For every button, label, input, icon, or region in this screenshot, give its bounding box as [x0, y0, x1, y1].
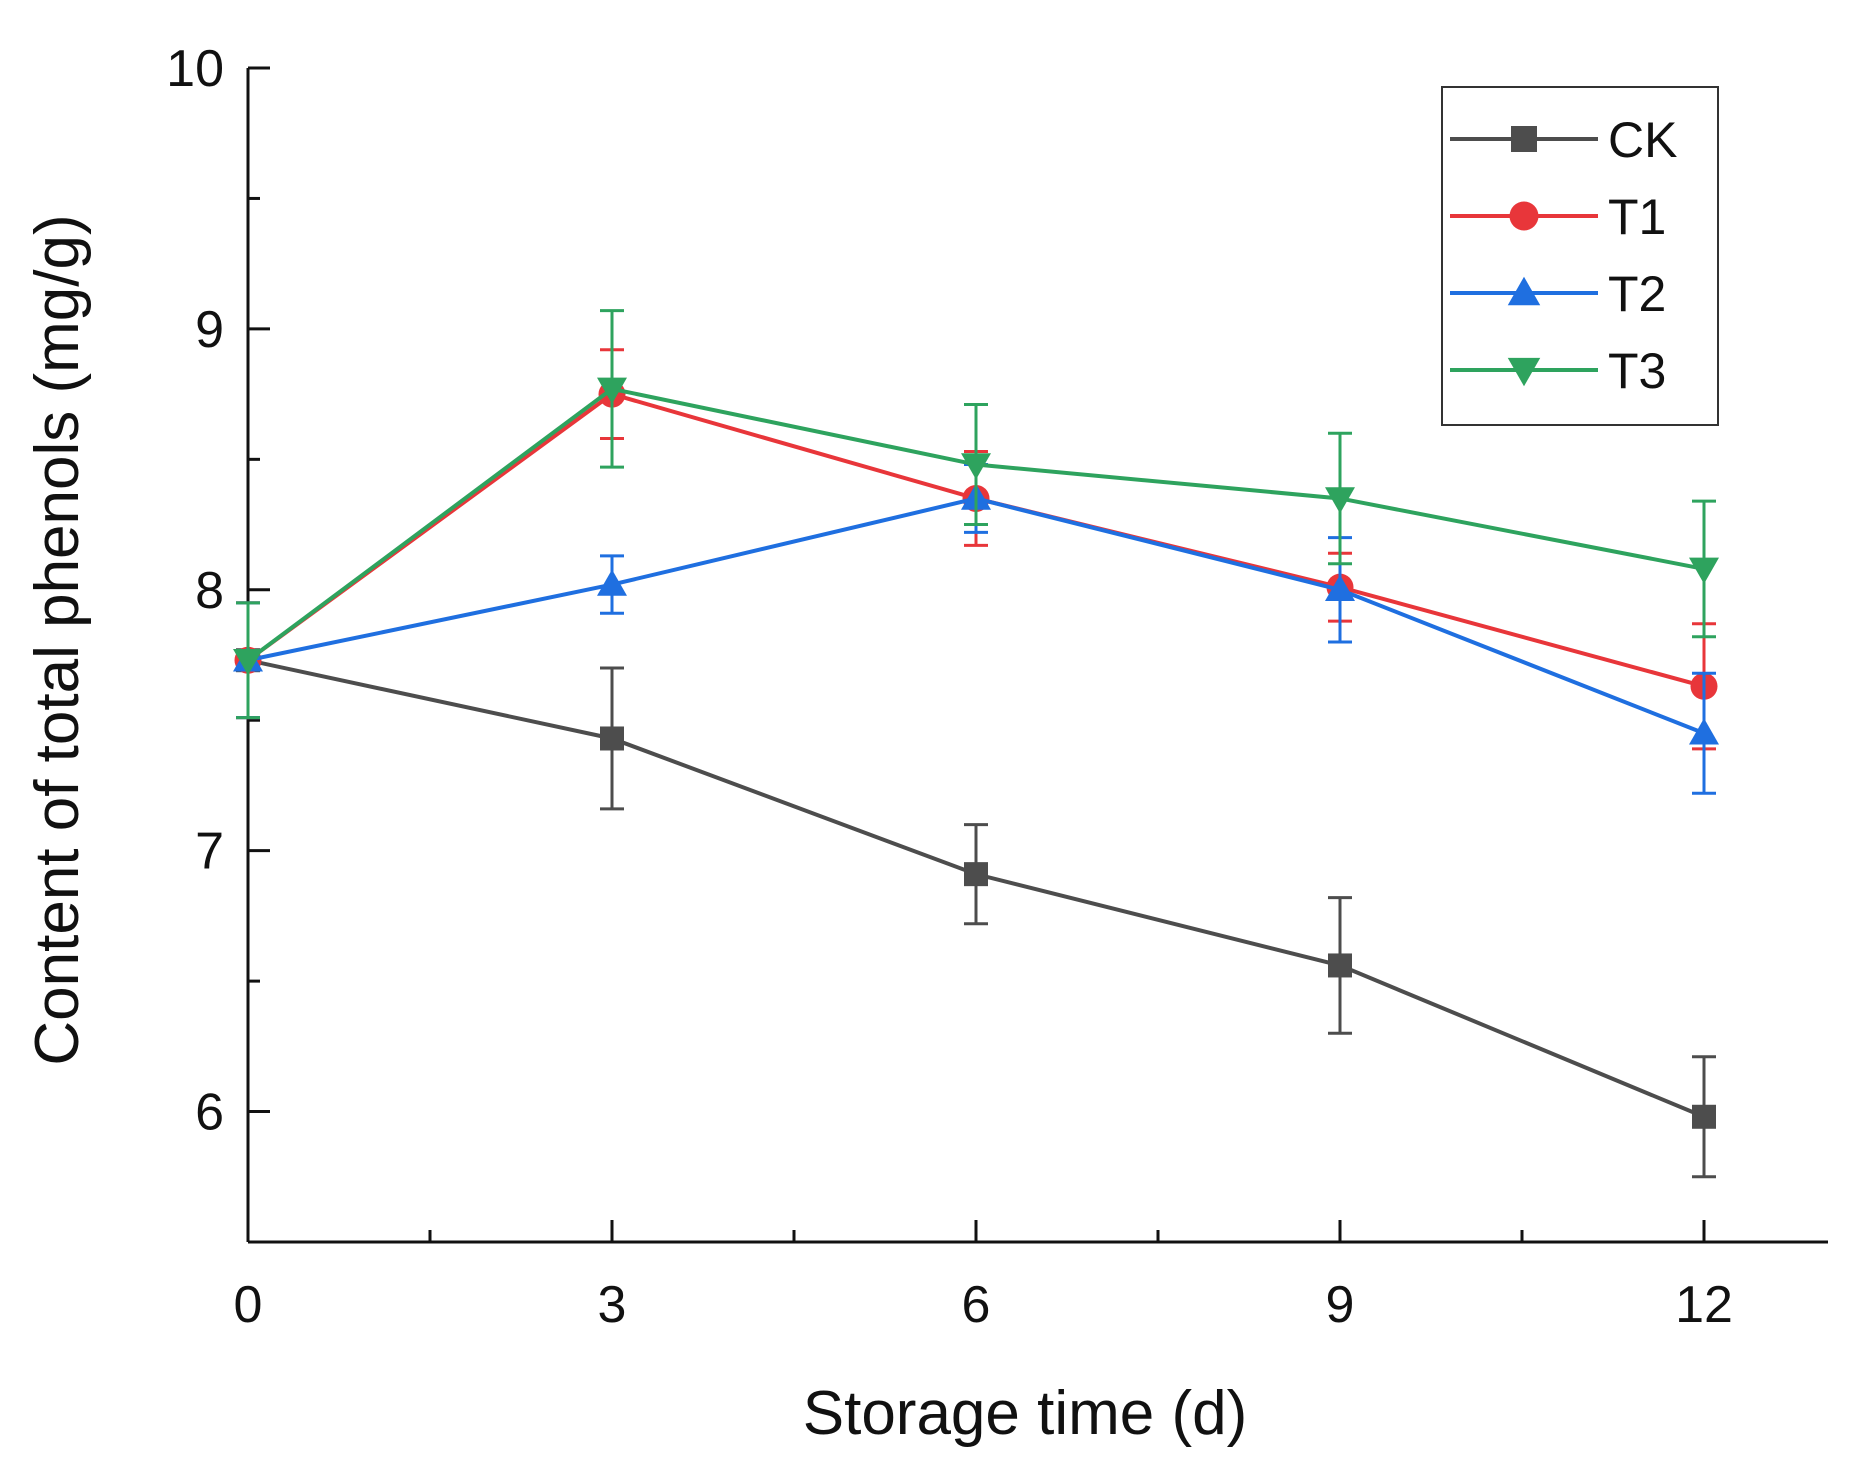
data-point [961, 453, 991, 480]
legend-label: T1 [1608, 189, 1666, 245]
plot-series [233, 309, 1719, 1179]
data-point [1692, 1104, 1716, 1129]
data-point [1507, 357, 1541, 387]
data-point [233, 648, 263, 676]
y-tick-label: 6 [195, 1084, 224, 1142]
data-point [597, 377, 627, 404]
y-axis-title: Content of total phenols (mg/g) [23, 214, 92, 1065]
legend-item-t2: T2 [1450, 266, 1666, 322]
data-point [1509, 201, 1539, 231]
legend: CK T1 T2 T3 [1441, 86, 1719, 426]
series-t3 [233, 309, 1719, 720]
legend-item-t3: T3 [1450, 343, 1666, 399]
data-point [1689, 557, 1719, 584]
data-point [1328, 953, 1352, 978]
data-point [1507, 276, 1541, 306]
legend-item-ck: CK [1450, 112, 1677, 168]
x-tick-label: 9 [1326, 1276, 1355, 1334]
x-tick-label: 0 [234, 1276, 263, 1334]
y-tick-label: 9 [195, 301, 224, 359]
data-point [600, 726, 624, 751]
legend-label: T2 [1608, 266, 1666, 322]
legend-label: CK [1608, 112, 1677, 168]
x-tick-label: 3 [598, 1276, 627, 1334]
legend-item-t1: T1 [1450, 189, 1666, 245]
y-tick-label: 10 [166, 40, 224, 98]
legend-label: T3 [1608, 343, 1666, 399]
data-point [964, 862, 988, 887]
data-point [1689, 718, 1719, 745]
y-tick-label: 8 [195, 562, 224, 620]
x-tick-label: 6 [962, 1276, 991, 1334]
y-tick-label: 7 [195, 823, 224, 881]
x-tick-label: 12 [1675, 1276, 1733, 1334]
data-point [1511, 126, 1537, 152]
data-point [1325, 574, 1355, 602]
data-point [597, 569, 627, 596]
data-point [1325, 487, 1355, 514]
x-axis-title: Storage time (d) [803, 1379, 1248, 1448]
